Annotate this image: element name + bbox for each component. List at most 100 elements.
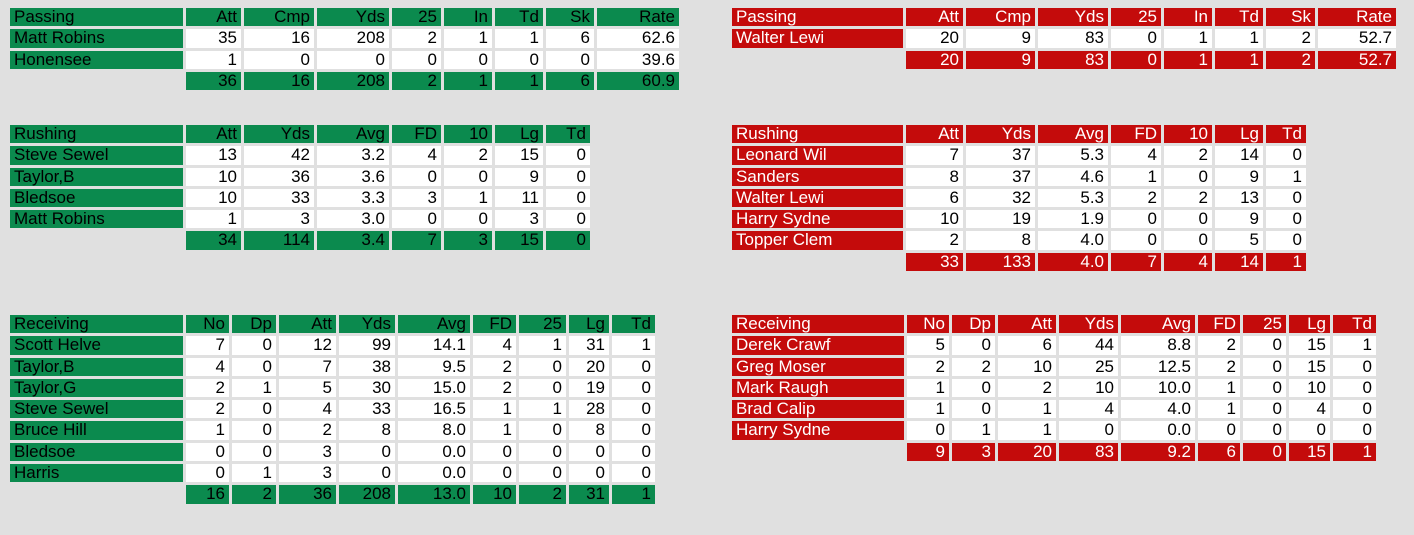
player-row: Matt Robins 1 3 3.0 0 0 3 0 [10,210,590,229]
stat-cell: 0 [612,421,655,440]
stat-cell: 0 [232,442,276,462]
stat-cell: 2 [998,378,1056,398]
section-title: Rushing [732,125,903,144]
stat-cell: 1.9 [1038,210,1108,229]
column-header: Cmp [966,8,1035,27]
total-cell: 34 [186,231,241,250]
player-name: Harry Sydne [732,421,904,440]
stat-cell: 15.0 [398,378,470,398]
total-cell: 4.0 [1038,252,1108,272]
stat-cell: 0 [1266,231,1306,250]
stat-cell: 0 [612,357,655,376]
stat-cell: 0 [186,464,229,483]
total-cell: 36 [279,485,336,504]
stat-cell: 0 [519,378,566,398]
column-header: FD [1111,125,1161,144]
total-cell: 36 [186,71,241,91]
stat-cell: 9 [1215,167,1263,186]
player-row: Honensee 1 0 0 0 0 0 0 39.6 [10,50,679,69]
stat-cell: 11 [495,188,543,208]
stat-cell: 0 [546,210,590,229]
total-cell: 1 [1164,50,1212,69]
stat-cell: 1 [444,29,492,48]
total-cell: 3.4 [317,231,389,250]
column-header: Avg [398,315,470,334]
total-cell: 114 [244,231,314,250]
total-cell: 2 [232,485,276,504]
column-header: Yds [244,125,314,144]
total-cell: 2 [1266,50,1315,69]
player-row: Matt Robins 35 16 208 2 1 1 6 62.6 [10,29,679,48]
column-header: Lg [495,125,543,144]
stat-cell: 0 [392,50,441,69]
stat-cell: 1 [519,400,566,419]
stat-cell: 0 [519,421,566,440]
player-name: Leonard Wil [732,146,903,165]
stat-cell: 5.3 [1038,146,1108,165]
stat-cell: 1 [1164,29,1212,48]
stat-cell: 0 [1243,336,1286,355]
stat-cell: 0 [444,210,492,229]
column-header: Lg [1289,315,1330,334]
stat-cell: 15 [1289,357,1330,376]
stat-cell: 6 [546,29,594,48]
player-name: Walter Lewi [732,29,903,48]
stat-cell: 5 [279,378,336,398]
player-row: Steve Sewel 13 42 3.2 4 2 15 0 [10,146,590,165]
stat-cell: 2 [186,400,229,419]
totals-spacer [732,51,903,69]
column-header: Avg [1121,315,1195,334]
column-header: 10 [1164,125,1212,144]
stat-cell: 0 [1243,400,1286,419]
total-cell: 0 [1111,50,1161,69]
stat-cell: 2 [444,146,492,165]
column-header: No [186,315,229,334]
stat-cell: 0 [907,421,949,440]
stat-cell: 8 [966,231,1035,250]
totals-row: 20 9 83 0 1 1 2 52.7 [732,50,1396,69]
header-row: Rushing Att Yds Avg FD 10 Lg Td [732,125,1306,144]
totals-row: 16 2 36 208 13.0 10 2 31 1 [10,485,655,504]
total-cell: 20 [906,50,963,69]
stat-cell: 1 [998,400,1056,419]
player-name: Harry Sydne [732,210,903,229]
stat-cell: 6 [906,188,963,208]
stat-cell: 5 [1215,231,1263,250]
stat-cell: 0 [1164,231,1212,250]
stat-cell: 0 [1289,421,1330,440]
stat-cell: 15 [495,146,543,165]
total-cell: 3 [952,442,995,462]
stat-cell: 33 [339,400,395,419]
player-name: Brad Calip [732,400,904,419]
stat-cell: 208 [317,29,389,48]
column-header: Att [186,125,241,144]
total-cell: 10 [473,485,516,504]
stat-cell: 37 [966,146,1035,165]
stat-cell: 5 [907,336,949,355]
stat-cell: 0 [546,188,590,208]
player-name: Matt Robins [10,29,183,48]
total-cell: 60.9 [597,71,679,91]
column-header: Yds [317,8,389,27]
stat-cell: 0 [1333,357,1376,376]
stat-cell: 0 [546,167,590,186]
total-cell: 9 [966,50,1035,69]
total-cell: 15 [1289,442,1330,462]
stat-cell: 0 [1111,29,1161,48]
total-cell: 20 [998,442,1056,462]
stat-cell: 2 [1164,188,1212,208]
stat-cell: 8.0 [398,421,470,440]
stat-cell: 1 [1198,400,1240,419]
total-cell: 4 [1164,252,1212,272]
total-cell: 1 [444,71,492,91]
total-cell: 52.7 [1318,50,1396,69]
totals-spacer [732,253,903,271]
stat-cell: 0 [339,442,395,462]
stat-cell: 31 [569,336,609,355]
stat-cell: 0 [444,167,492,186]
stat-cell: 1 [473,421,516,440]
stat-cell: 0 [1198,421,1240,440]
player-row: Bledsoe 10 33 3.3 3 1 11 0 [10,188,590,208]
stat-cell: 2 [473,378,516,398]
stat-cell: 0 [612,442,655,462]
